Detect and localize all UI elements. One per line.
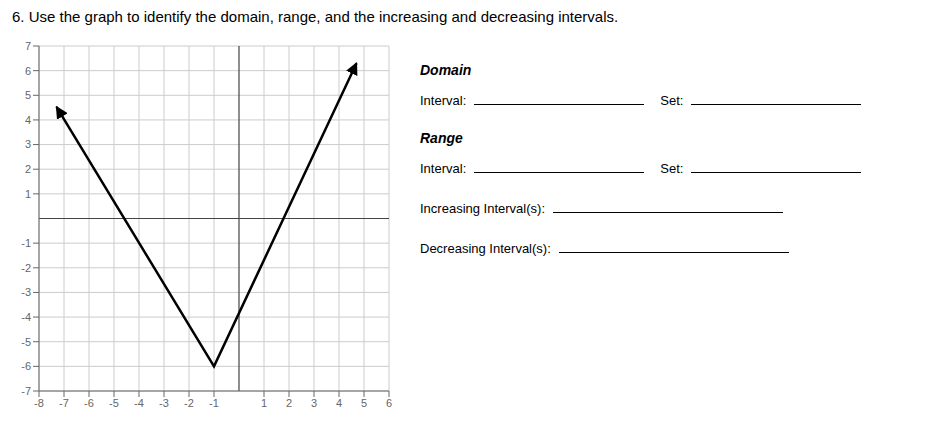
- svg-text:1: 1: [25, 188, 31, 200]
- svg-text:7: 7: [25, 40, 31, 52]
- svg-text:4: 4: [336, 397, 342, 409]
- html-text:Interval:: Interval:: [420, 161, 467, 176]
- svg-text:-6: -6: [21, 360, 31, 372]
- html-text:Range: Range: [420, 130, 463, 146]
- svg-text:-4: -4: [21, 311, 31, 323]
- html-text:Increasing Interval(s):: Increasing Interval(s):: [420, 201, 545, 216]
- svg-text:-5: -5: [109, 397, 119, 409]
- svg-text:5: 5: [361, 397, 367, 409]
- svg-text:-5: -5: [21, 336, 31, 348]
- svg-text:5: 5: [25, 89, 31, 101]
- svg-text:-2: -2: [21, 262, 31, 274]
- svg-text:2: 2: [286, 397, 292, 409]
- svg-text:-3: -3: [21, 286, 31, 298]
- svg-text:-1: -1: [209, 397, 219, 409]
- svg-text:3: 3: [25, 138, 31, 150]
- html-text:Set:: Set:: [660, 161, 684, 176]
- html-text:Set:: Set:: [660, 93, 684, 108]
- html-text:Interval:: Interval:: [420, 93, 467, 108]
- svg-text:-7: -7: [21, 385, 31, 397]
- svg-text:-4: -4: [134, 397, 144, 409]
- svg-text:-6: -6: [84, 397, 94, 409]
- svg-text:-8: -8: [34, 397, 44, 409]
- html-text:6. Use the graph to identify t: 6. Use the graph to identify the domain,…: [12, 8, 619, 25]
- svg-text:-2: -2: [184, 397, 194, 409]
- svg-text:2: 2: [25, 163, 31, 175]
- html-text:Domain: Domain: [420, 62, 472, 78]
- svg-text:6: 6: [386, 397, 392, 409]
- svg-text:-1: -1: [21, 237, 31, 249]
- html-text:Decreasing Interval(s):: Decreasing Interval(s):: [420, 241, 551, 256]
- svg-text:-7: -7: [59, 397, 69, 409]
- svg-text:6: 6: [25, 65, 31, 77]
- svg-text:1: 1: [261, 397, 267, 409]
- svg-text:-3: -3: [159, 397, 169, 409]
- svg-text:3: 3: [311, 397, 317, 409]
- svg-text:4: 4: [25, 114, 31, 126]
